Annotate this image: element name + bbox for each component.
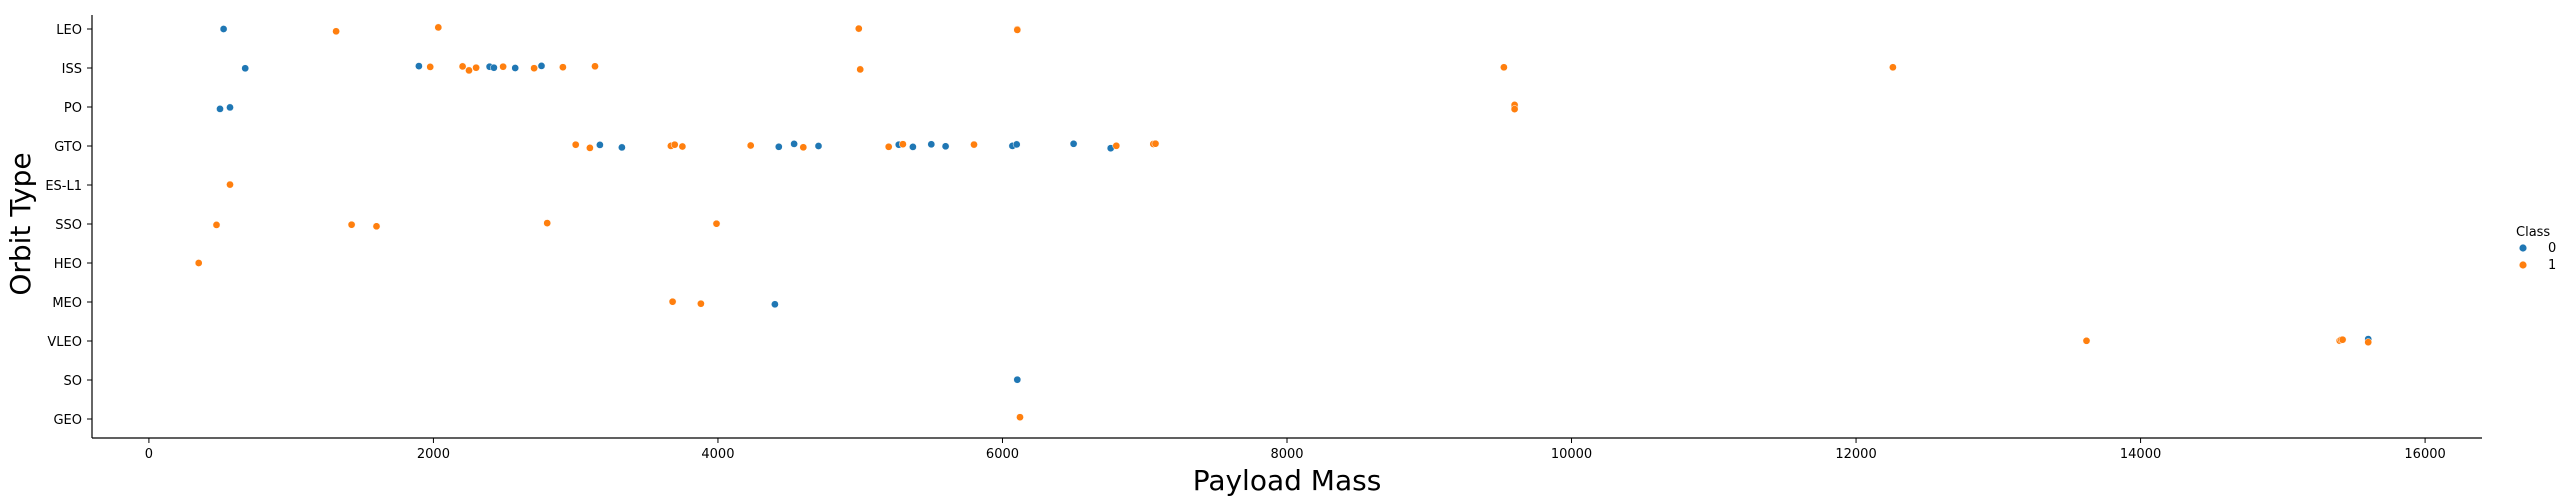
y-tick-label: GEO xyxy=(53,413,82,428)
data-point-class-0 xyxy=(941,142,950,151)
data-point-class-1 xyxy=(1510,105,1519,113)
data-point-class-0 xyxy=(226,103,234,112)
data-point-class-1 xyxy=(1151,139,1160,148)
legend-title: Class xyxy=(2516,225,2550,240)
data-point-class-1 xyxy=(697,299,705,308)
legend-marker-class-1 xyxy=(2519,261,2527,269)
data-point-class-1 xyxy=(586,144,594,152)
legend-marker-class-0 xyxy=(2519,244,2527,252)
data-point-class-0 xyxy=(1013,375,1022,384)
data-point-class-1 xyxy=(1500,63,1508,72)
y-tick-label: ISS xyxy=(62,62,82,77)
data-point-class-0 xyxy=(814,142,823,150)
data-point-class-1 xyxy=(559,63,567,72)
data-point-class-0 xyxy=(1012,140,1021,149)
y-tick-label: VLEO xyxy=(47,335,82,350)
data-point-class-0 xyxy=(537,62,546,70)
data-point-class-0 xyxy=(927,140,936,149)
data-point-class-1 xyxy=(212,221,221,229)
x-axis-ticks: 0 2000 4000 6000 8000 10000 12000 14000 16000 xyxy=(145,438,2446,462)
data-point-class-1 xyxy=(543,219,552,227)
data-point-class-1 xyxy=(2364,338,2373,347)
data-point-class-1 xyxy=(1112,141,1121,150)
data-point-class-1 xyxy=(746,141,755,150)
data-point-class-1 xyxy=(854,24,863,33)
y-tick-label: HEO xyxy=(54,257,82,272)
data-point-class-1 xyxy=(856,65,865,74)
data-point-class-0 xyxy=(490,63,498,72)
data-point-class-0 xyxy=(596,141,604,149)
y-tick-label: PO xyxy=(64,101,82,116)
data-point-class-1 xyxy=(2082,336,2091,345)
x-axis-title: Payload Mass xyxy=(1193,464,1382,497)
x-tick-label: 14000 xyxy=(2120,447,2161,462)
data-point-class-1 xyxy=(332,27,340,36)
legend-label: 1 xyxy=(2548,258,2556,273)
data-point-class-1 xyxy=(372,222,381,231)
y-tick-label: LEO xyxy=(56,23,82,38)
data-point-class-1 xyxy=(668,297,677,306)
data-point-class-1 xyxy=(465,66,473,75)
legend-label: 0 xyxy=(2548,241,2556,256)
data-point-class-1 xyxy=(472,63,480,72)
data-point-class-1 xyxy=(530,64,538,73)
y-tick-label: SO xyxy=(64,374,82,389)
x-tick-label: 12000 xyxy=(1835,447,1876,462)
data-point-class-1 xyxy=(1016,413,1024,422)
data-point-class-1 xyxy=(194,259,203,267)
data-point-class-0 xyxy=(415,62,423,70)
data-point-class-1 xyxy=(591,62,599,71)
data-point-class-1 xyxy=(347,220,356,229)
data-point-class-1 xyxy=(712,219,721,228)
y-tick-label: MEO xyxy=(52,296,82,311)
data-point-class-0 xyxy=(511,64,520,72)
y-axis-title: Orbit Type xyxy=(4,152,37,295)
x-tick-label: 0 xyxy=(145,447,153,462)
y-tick-label: GTO xyxy=(54,140,82,155)
data-point-class-1 xyxy=(970,140,978,149)
data-point-class-0 xyxy=(618,143,626,152)
data-point-class-1 xyxy=(899,140,907,149)
data-point-class-1 xyxy=(571,140,580,149)
data-point-class-1 xyxy=(799,143,808,152)
y-axis-ticks: LEO ISS PO GTO ES-L1 SSO HEO MEO VLEO SO GEO xyxy=(45,23,92,428)
data-point-class-0 xyxy=(771,300,779,309)
legend: Class 0 1 xyxy=(2516,225,2556,273)
axes-spines xyxy=(91,15,2482,439)
data-point-class-1 xyxy=(426,63,435,71)
data-points xyxy=(194,23,2373,422)
data-point-class-0 xyxy=(1069,139,1078,148)
data-point-class-0 xyxy=(241,64,250,73)
data-point-class-1 xyxy=(2338,335,2347,344)
y-tick-label: ES-L1 xyxy=(45,179,82,194)
data-point-class-1 xyxy=(499,62,507,71)
data-point-class-1 xyxy=(1013,26,1022,34)
data-point-class-1 xyxy=(458,62,467,71)
data-point-class-1 xyxy=(1889,63,1897,72)
data-point-class-0 xyxy=(909,143,917,151)
y-tick-label: SSO xyxy=(55,218,82,233)
x-tick-label: 2000 xyxy=(417,447,450,462)
data-point-class-0 xyxy=(790,140,798,148)
data-point-class-1 xyxy=(678,142,687,151)
data-point-class-0 xyxy=(774,142,783,151)
data-point-class-0 xyxy=(219,25,228,33)
x-tick-label: 16000 xyxy=(2404,447,2445,462)
data-point-class-1 xyxy=(434,23,443,32)
data-point-class-0 xyxy=(216,105,224,113)
x-tick-label: 6000 xyxy=(986,447,1019,462)
x-tick-label: 10000 xyxy=(1551,447,1592,462)
data-point-class-1 xyxy=(884,142,893,151)
x-tick-label: 4000 xyxy=(701,447,734,462)
data-point-class-1 xyxy=(226,180,234,189)
x-tick-label: 8000 xyxy=(1270,447,1303,462)
data-point-class-1 xyxy=(670,140,679,149)
